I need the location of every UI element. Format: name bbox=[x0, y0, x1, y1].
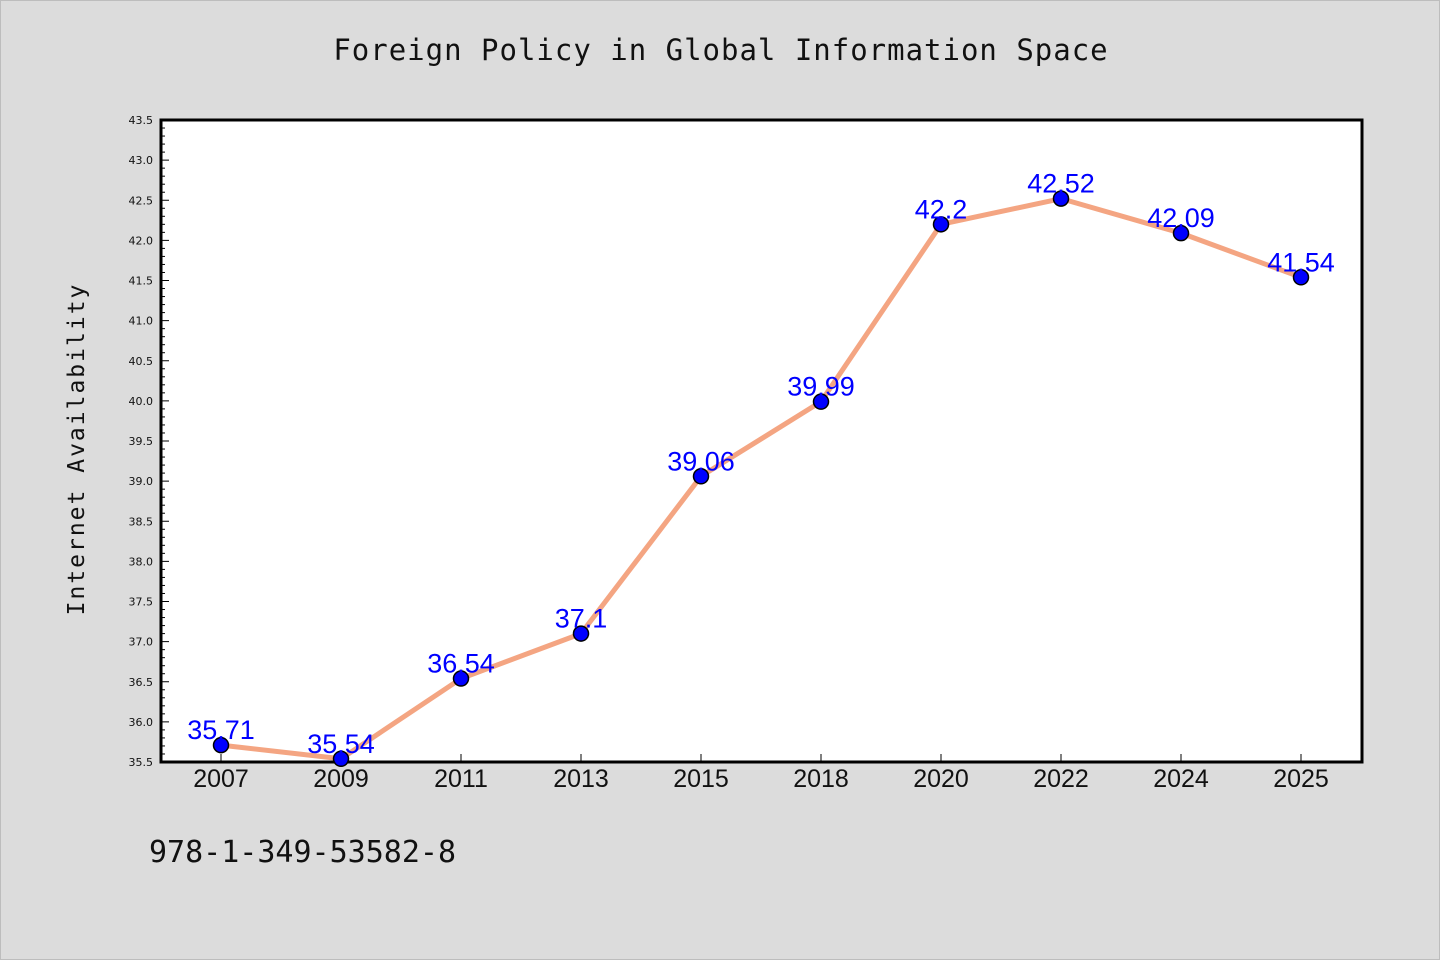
y-tick-label: 40.5 bbox=[129, 355, 154, 368]
data-label: 37.1 bbox=[555, 604, 608, 634]
y-tick-label: 42.0 bbox=[129, 234, 154, 247]
y-tick-label: 38.0 bbox=[129, 555, 154, 568]
data-label: 39.06 bbox=[667, 446, 735, 476]
y-tick-label: 37.5 bbox=[129, 596, 154, 609]
data-point bbox=[332, 750, 350, 768]
data-label: 41.54 bbox=[1267, 247, 1335, 277]
y-axis: 35.5 36.0 36.5 37.0 37.5 38.0 38.5 39.0 39.5 40.0… bbox=[129, 114, 169, 769]
data-point bbox=[692, 468, 710, 485]
series-line bbox=[218, 196, 1304, 762]
data-point bbox=[932, 216, 950, 233]
y-tick-label: 42.5 bbox=[129, 194, 154, 207]
data-point bbox=[452, 670, 470, 687]
data-point bbox=[1292, 269, 1310, 286]
data-label: 36.54 bbox=[427, 649, 495, 679]
x-tick-label: 2011 bbox=[434, 765, 488, 793]
data-label: 42.2 bbox=[915, 194, 968, 224]
x-tick-label: 2025 bbox=[1273, 765, 1329, 793]
series-layer bbox=[218, 196, 1304, 762]
x-tick-label: 2007 bbox=[193, 765, 249, 793]
y-tick-label: 37.0 bbox=[129, 636, 154, 649]
y-tick-label: 39.5 bbox=[129, 435, 154, 448]
x-tick-label: 2022 bbox=[1033, 765, 1089, 793]
y-tick-label: 40.0 bbox=[129, 395, 154, 408]
x-tick-label: 2015 bbox=[673, 765, 729, 793]
data-point bbox=[572, 625, 590, 642]
data-point bbox=[1172, 224, 1190, 242]
data-label: 39.99 bbox=[787, 372, 855, 402]
y-tick-label: 36.0 bbox=[129, 716, 154, 729]
x-tick-label: 2018 bbox=[793, 765, 849, 793]
chart-title: Foreign Policy in Global Information Spa… bbox=[333, 33, 1109, 67]
x-tick-label: 2024 bbox=[1153, 765, 1209, 793]
data-label: 35.71 bbox=[187, 715, 255, 745]
data-label: 35.54 bbox=[307, 729, 375, 759]
data-point bbox=[1052, 190, 1070, 207]
data-label: 42.09 bbox=[1147, 203, 1215, 233]
y-tick-label: 43.5 bbox=[129, 114, 154, 127]
data-point bbox=[812, 393, 830, 410]
y-tick-label: 43.0 bbox=[129, 154, 154, 167]
y-tick-label: 41.0 bbox=[129, 315, 154, 328]
x-tick-label: 2009 bbox=[313, 765, 369, 793]
data-point bbox=[212, 736, 230, 754]
data-label-layer: 35.71 35.54 36.54 37.1 39.06 39.99 42.2 42.52 42… bbox=[187, 169, 1335, 759]
y-tick-label: 38.5 bbox=[129, 515, 154, 528]
y-tick-label: 35.5 bbox=[129, 756, 154, 769]
x-axis: 2007 2009 2011 2013 2015 2018 2020 2022 2024 2025 bbox=[193, 754, 1329, 793]
y-tick-label: 36.5 bbox=[129, 676, 154, 689]
marker-layer bbox=[212, 190, 1310, 768]
x-tick-label: 2020 bbox=[913, 765, 969, 793]
isbn-code: 978-1-349-53582-8 bbox=[149, 835, 457, 870]
y-tick-label: 41.5 bbox=[129, 275, 154, 288]
y-tick-label: 39.0 bbox=[129, 475, 154, 488]
data-label: 42.52 bbox=[1027, 169, 1095, 199]
x-tick-label: 2013 bbox=[553, 765, 609, 793]
